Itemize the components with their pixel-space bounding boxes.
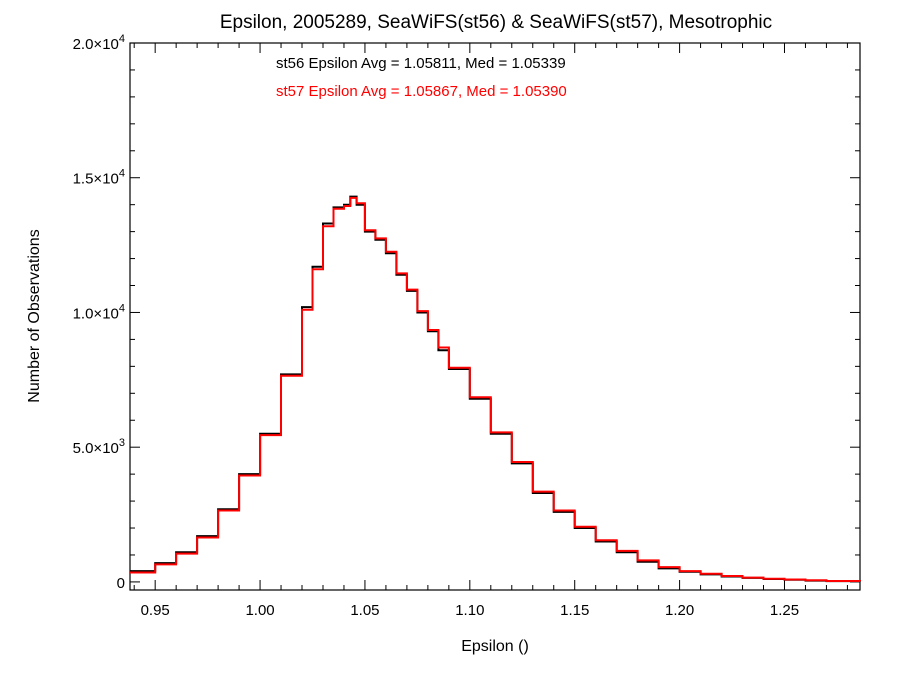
x-axis-ticks: 0.95 1.00 1.05 1.10 1.15 1.20 1.25 (133, 43, 848, 619)
chart-title: Epsilon, 2005289, SeaWiFS(st56) & SeaWiF… (220, 12, 772, 33)
y-tick-label: 1.5×104 (73, 168, 125, 188)
y-axis-label: Number of Observations (26, 229, 43, 402)
x-tick-label: 1.10 (455, 602, 484, 619)
x-tick-label: 1.00 (245, 602, 274, 619)
y-tick-label: 5.0×103 (73, 437, 125, 457)
y-tick-label: 2.0×104 (73, 33, 125, 53)
x-tick-label: 1.05 (350, 602, 379, 619)
y-tick-label: 1.0×104 (73, 302, 125, 322)
annotation-st56: st56 Epsilon Avg = 1.05811, Med = 1.0533… (276, 55, 566, 72)
series-line-st56 (130, 195, 861, 583)
x-axis-label: Epsilon () (461, 638, 529, 655)
series-line-st57 (130, 196, 861, 582)
annotation-st57: st57 Epsilon Avg = 1.05867, Med = 1.0539… (276, 83, 567, 100)
y-tick-label: 0 (117, 575, 125, 592)
plot-frame (129, 42, 861, 591)
x-tick-label: 1.15 (560, 602, 589, 619)
x-tick-label: 0.95 (141, 602, 170, 619)
x-tick-label: 1.20 (665, 602, 694, 619)
y-axis-ticks: 0 5.0×103 1.0×104 1.5×104 2.0×104 (73, 33, 860, 592)
series-layer (130, 195, 861, 583)
x-tick-label: 1.25 (770, 602, 799, 619)
